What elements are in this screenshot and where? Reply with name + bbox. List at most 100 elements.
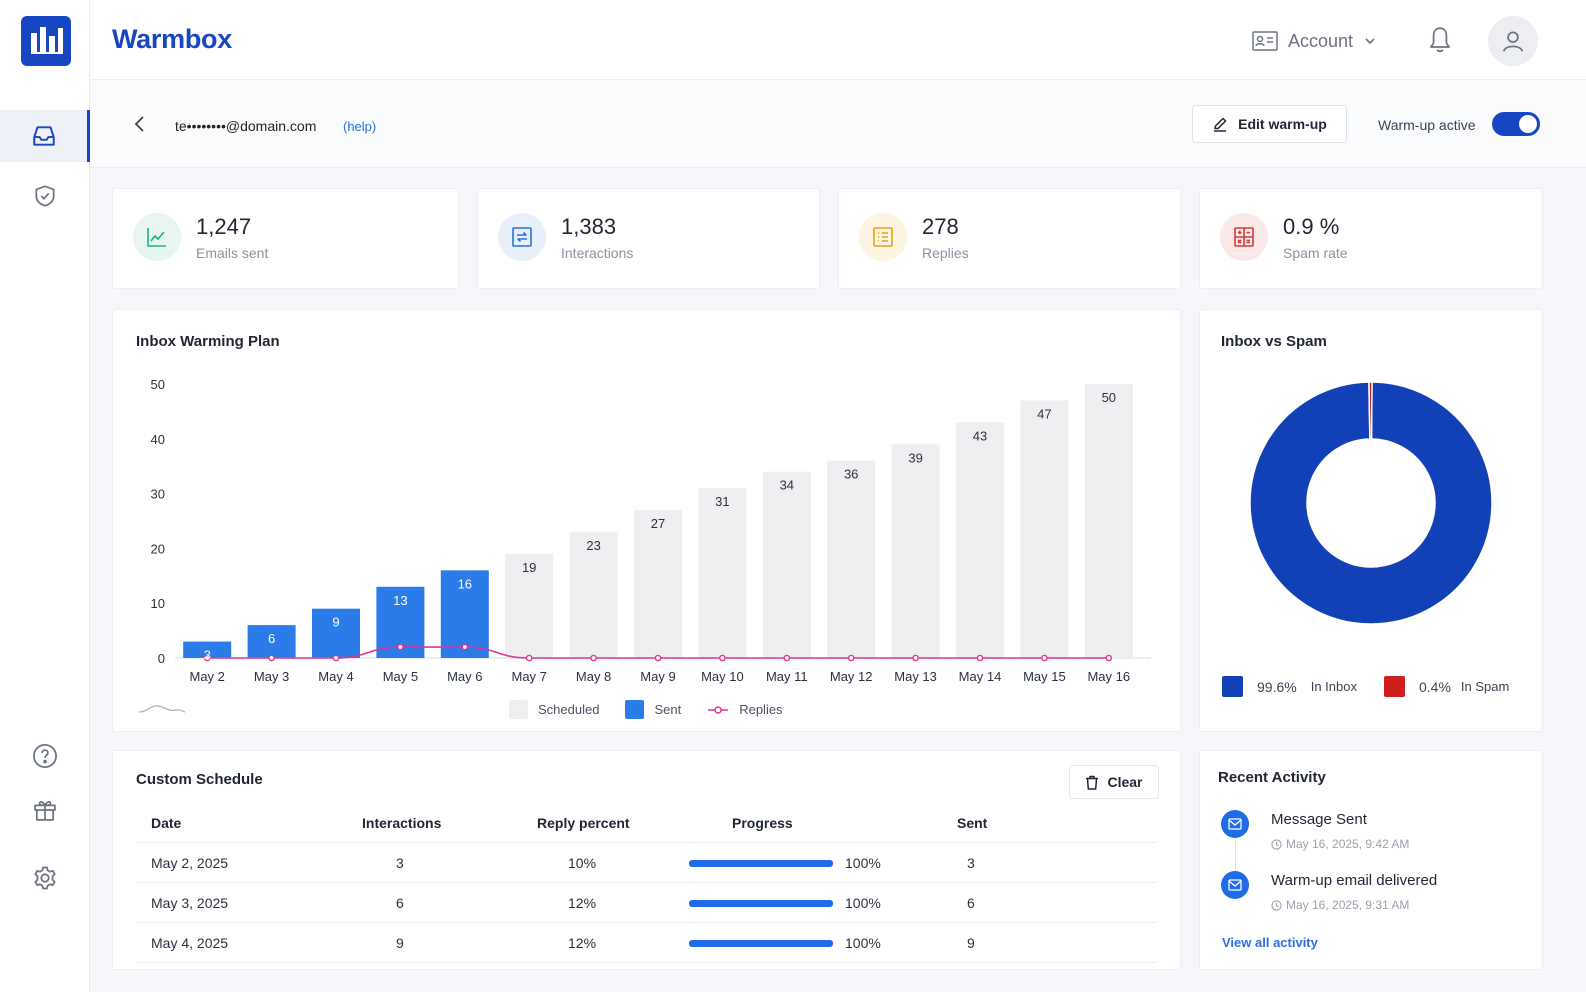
sidebar-item-help[interactable] — [0, 730, 90, 782]
inbox-icon — [32, 126, 55, 146]
activity-time-text: May 16, 2025, 9:42 AM — [1286, 837, 1410, 851]
account-label: Account — [1288, 30, 1354, 51]
sidebar-item-protection[interactable] — [0, 170, 90, 222]
x-tick-label: May 13 — [894, 669, 937, 684]
inbox-vs-spam-card: Inbox vs Spam 99.6% In Inbox 0.4% In Spa… — [1199, 309, 1543, 732]
bar-scheduled[interactable] — [505, 553, 554, 658]
table-row[interactable]: May 3, 2025 6 12% 100% 6 — [137, 883, 1157, 923]
replies-point[interactable] — [1041, 654, 1048, 662]
replies-point[interactable] — [332, 654, 340, 662]
user-icon — [1502, 31, 1524, 52]
progress-fill — [689, 860, 833, 867]
replies-point[interactable] — [397, 643, 404, 651]
sidebar-item-settings[interactable] — [0, 852, 90, 904]
replies-point[interactable] — [719, 654, 726, 662]
replies-point[interactable] — [654, 654, 662, 662]
table-row[interactable]: May 4, 2025 9 12% 100% 9 — [137, 923, 1157, 963]
cell-progress-label: 100% — [845, 855, 881, 871]
x-tick-label: May 15 — [1023, 669, 1066, 684]
view-all-activity-link[interactable]: View all activity — [1222, 935, 1318, 950]
cell-sent: 3 — [967, 855, 975, 871]
stat-card-spam-rate: 0.9 % Spam rate — [1199, 188, 1543, 289]
contact-card-icon — [1252, 31, 1278, 51]
bar-scheduled[interactable] — [1084, 384, 1133, 658]
edit-warmup-button[interactable]: Edit warm-up — [1192, 105, 1347, 143]
replies-point[interactable] — [525, 654, 533, 662]
cell-reply-percent: 10% — [568, 855, 597, 871]
donut-slice-inbox[interactable] — [1249, 381, 1493, 625]
bar-scheduled[interactable] — [1020, 400, 1069, 658]
trash-icon — [1086, 775, 1099, 790]
x-tick-label: May 7 — [511, 669, 546, 684]
notifications-button[interactable] — [1427, 25, 1453, 60]
list-icon — [859, 213, 907, 261]
donut-slice-spam[interactable] — [1368, 381, 1373, 440]
activity-time: May 16, 2025, 9:42 AM — [1271, 837, 1409, 851]
mailbox-toolbar: te••••••••@domain.com (help) Edit warm-u… — [90, 80, 1586, 168]
cell-interactions: 9 — [396, 935, 404, 951]
sidebar — [0, 0, 90, 992]
sidebar-item-inbox[interactable] — [0, 110, 90, 162]
x-tick-label: May 14 — [959, 669, 1002, 684]
y-tick-label: 0 — [158, 651, 165, 666]
bar-value-label: 9 — [332, 615, 339, 630]
bar-sent[interactable] — [376, 586, 425, 658]
replies-point[interactable] — [461, 643, 469, 651]
toggle-knob — [1519, 115, 1537, 133]
help-link[interactable]: (help) — [343, 119, 377, 134]
replies-point[interactable] — [912, 654, 919, 662]
app-logo-icon[interactable] — [21, 16, 71, 66]
replies-point[interactable] — [268, 654, 275, 662]
activity-timeline-line — [1235, 837, 1236, 877]
replies-point[interactable] — [976, 654, 984, 662]
y-tick-label: 50 — [151, 377, 165, 392]
legend-value-spam: 0.4% — [1419, 678, 1451, 695]
sidebar-item-referral[interactable] — [0, 784, 90, 836]
chevron-down-icon — [1365, 38, 1375, 45]
clear-button[interactable]: Clear — [1069, 765, 1159, 799]
col-interactions: Interactions — [362, 815, 442, 831]
back-button[interactable] — [130, 112, 150, 141]
bar-scheduled[interactable] — [634, 510, 682, 658]
x-tick-label: May 5 — [383, 669, 418, 684]
bar-scheduled[interactable] — [956, 422, 1004, 658]
warmup-active-toggle[interactable] — [1492, 112, 1540, 136]
bar-value-label: 31 — [715, 494, 729, 509]
bar-sent[interactable] — [440, 570, 489, 658]
col-sent: Sent — [957, 815, 988, 831]
bar-value-label: 43 — [973, 428, 987, 443]
bar-value-label: 3 — [204, 648, 211, 663]
chevron-left-icon — [134, 116, 144, 132]
chart-legend: Scheduled Sent Replies — [509, 700, 783, 719]
cell-sent: 6 — [967, 895, 975, 911]
replies-point[interactable] — [590, 654, 597, 662]
bar-scheduled[interactable] — [827, 460, 876, 658]
table-row[interactable]: May 2, 2025 3 10% 100% 3 — [137, 843, 1157, 883]
bar-scheduled[interactable] — [698, 488, 747, 658]
progress-fill — [689, 900, 833, 907]
bar-sent[interactable] — [247, 625, 296, 658]
account-menu[interactable]: Account — [1252, 24, 1377, 58]
user-avatar[interactable] — [1488, 16, 1538, 66]
progress-bar — [689, 940, 833, 947]
inbox-vs-spam-title: Inbox vs Spam — [1221, 333, 1327, 350]
sparkline-icon — [138, 705, 186, 713]
stat-label: Spam rate — [1283, 245, 1348, 261]
legend-swatch-inbox — [1222, 676, 1243, 697]
replies-point[interactable] — [847, 654, 855, 662]
legend-swatch-replies — [708, 705, 729, 714]
replies-point[interactable] — [783, 654, 791, 662]
bar-sent[interactable] — [312, 608, 360, 658]
x-tick-label: May 11 — [766, 669, 808, 684]
bar-scheduled[interactable] — [762, 471, 811, 658]
bar-scheduled[interactable] — [891, 444, 940, 658]
bar-sent[interactable] — [183, 641, 232, 658]
bar-scheduled[interactable] — [569, 531, 618, 658]
cell-date: May 3, 2025 — [151, 895, 229, 911]
replies-point[interactable] — [1105, 654, 1113, 662]
replies-point[interactable] — [203, 654, 211, 662]
bell-icon — [1430, 27, 1450, 53]
line-chart-icon — [133, 213, 181, 261]
legend-swatch-sent — [625, 700, 645, 719]
cell-interactions: 6 — [396, 895, 404, 911]
